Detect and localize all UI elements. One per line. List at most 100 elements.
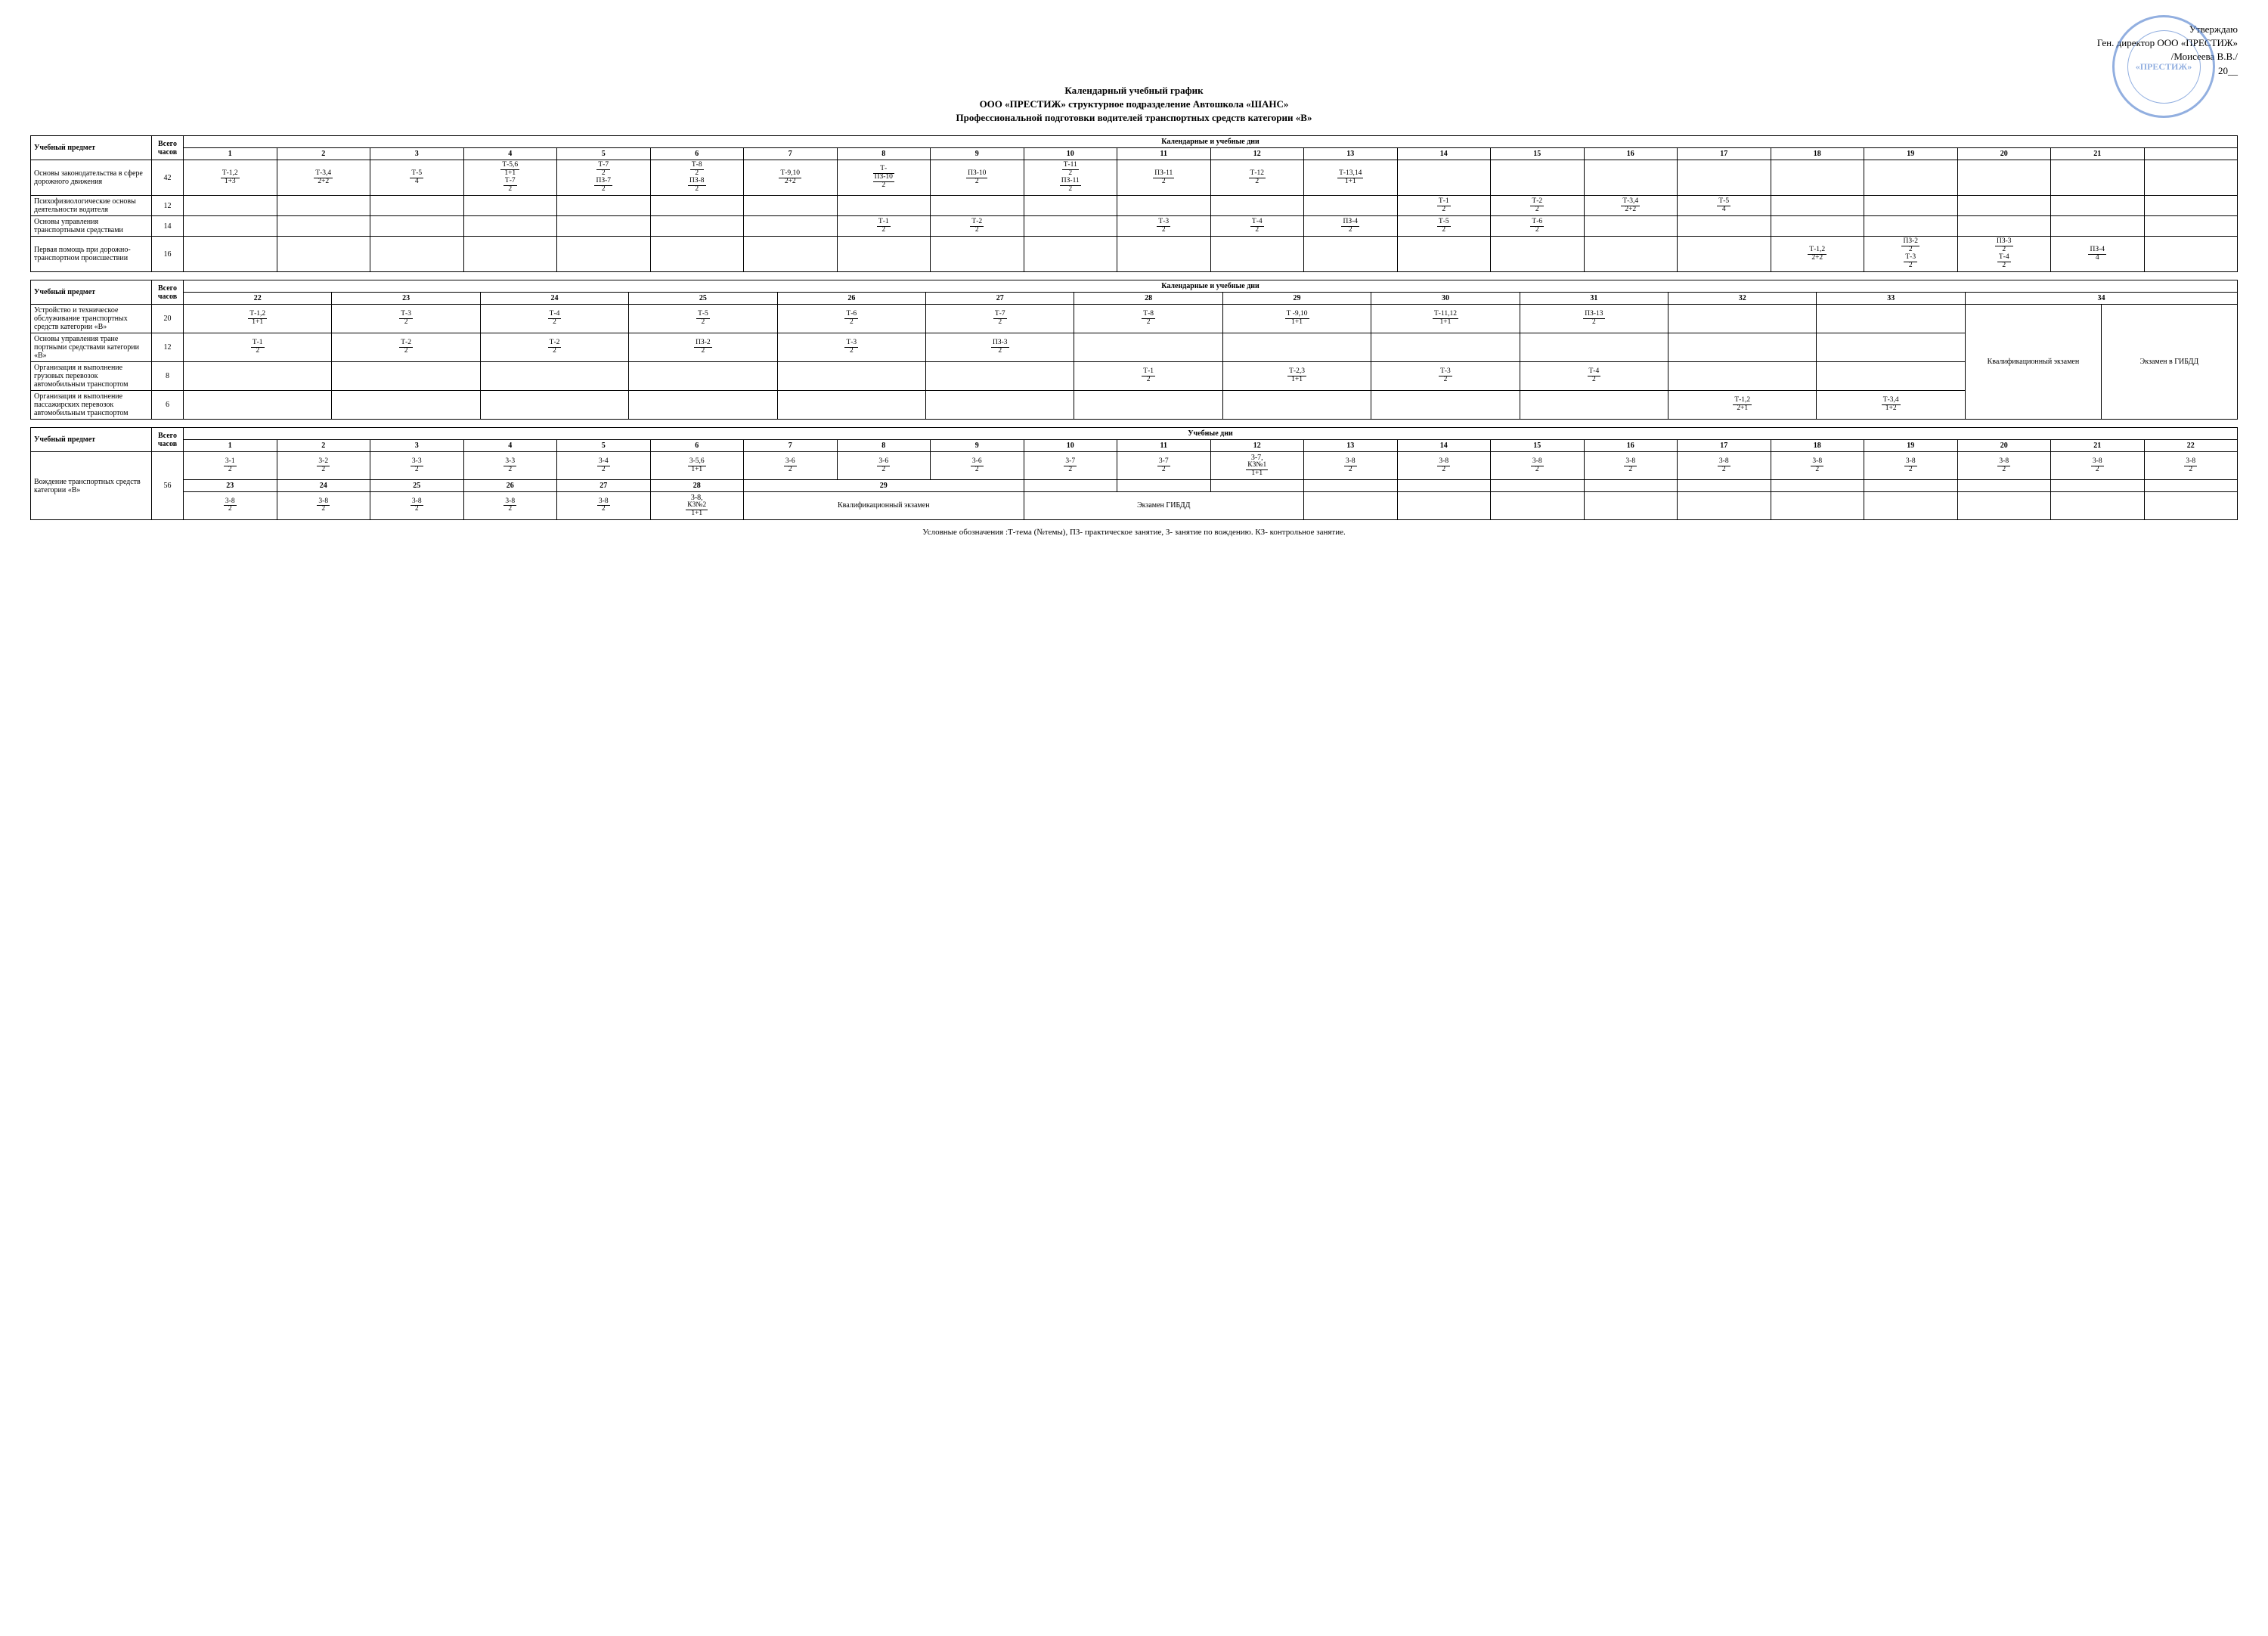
hours-cell: 12 [152, 196, 184, 216]
schedule-cell [1668, 305, 1817, 333]
schedule-cell: 3-72 [1024, 452, 1117, 480]
subject-cell: Организация и выполнение пассажирских пе… [31, 391, 152, 420]
schedule-cell [931, 237, 1024, 272]
schedule-cell [1304, 196, 1398, 216]
schedule-cell [1304, 492, 1398, 520]
schedule-cell: Т-13,141+1 [1304, 160, 1398, 196]
approval-line: Утверждаю [30, 23, 2238, 36]
schedule-cell [1210, 237, 1304, 272]
day-number: 3 [370, 148, 464, 160]
schedule-table-2: Учебный предмет Всего часов Календарные … [30, 280, 2238, 420]
day-number: 11 [1117, 440, 1211, 452]
day-number: 26 [463, 480, 557, 492]
schedule-cell [837, 237, 931, 272]
schedule-cell [480, 391, 628, 420]
day-number: 8 [837, 440, 931, 452]
schedule-cell [1584, 237, 1678, 272]
schedule-cell: ПЗ-22 [629, 333, 777, 362]
qual-exam-cell: Квалификационный экзамен [1965, 305, 2101, 420]
schedule-cell: 3-82 [1397, 452, 1491, 480]
schedule-cell [1678, 216, 1771, 237]
day-number: 30 [1371, 293, 1520, 305]
schedule-cell [184, 216, 277, 237]
hours-cell: 14 [152, 216, 184, 237]
schedule-cell: 3-82 [557, 492, 651, 520]
hours-cell: 12 [152, 333, 184, 362]
schedule-cell: ПЗ-22Т-32 [1864, 237, 1958, 272]
col-hours: Всего часов [152, 280, 184, 305]
schedule-cell: Т-112ПЗ-112 [1024, 160, 1117, 196]
schedule-cell [1024, 196, 1117, 216]
day-number: 15 [1491, 440, 1585, 452]
col-subject: Учебный предмет [31, 428, 152, 452]
schedule-cell [2144, 216, 2238, 237]
schedule-cell [777, 391, 925, 420]
day-number: 24 [277, 480, 370, 492]
schedule-cell: Т-3,42+2 [1584, 196, 1678, 216]
schedule-cell: 3-7,КЗ№11+1 [1210, 452, 1304, 480]
day-number: 22 [184, 293, 332, 305]
schedule-cell: 3-82 [2144, 452, 2238, 480]
day-number: 17 [1678, 440, 1771, 452]
day-number: 17 [1678, 148, 1771, 160]
day-number [1864, 480, 1958, 492]
day-number [2144, 480, 2238, 492]
schedule-cell [184, 391, 332, 420]
schedule-cell [2144, 237, 2238, 272]
schedule-cell [837, 196, 931, 216]
col-hours: Всего часов [152, 136, 184, 160]
schedule-cell: Т-42 [1210, 216, 1304, 237]
schedule-cell [1817, 305, 1965, 333]
schedule-cell: ПЗ-132 [1520, 305, 1668, 333]
schedule-cell [1817, 362, 1965, 391]
schedule-cell: 3-62 [744, 452, 838, 480]
day-number: 19 [1864, 148, 1958, 160]
schedule-table-1: Учебный предмет Всего часов Календарные … [30, 135, 2238, 272]
schedule-cell: Т-5,61+1Т-72 [463, 160, 557, 196]
schedule-cell [2144, 160, 2238, 196]
schedule-cell [1371, 333, 1520, 362]
schedule-cell: Т-62 [777, 305, 925, 333]
subject-cell: Психофизиологические основы деятельности… [31, 196, 152, 216]
schedule-cell: Т -9,101+1 [1222, 305, 1371, 333]
day-number: 9 [931, 148, 1024, 160]
schedule-cell [1678, 160, 1771, 196]
day-number: 27 [926, 293, 1074, 305]
schedule-cell: Т-32 [1117, 216, 1211, 237]
schedule-cell [1864, 216, 1958, 237]
schedule-cell [1957, 492, 2051, 520]
schedule-cell [926, 362, 1074, 391]
schedule-cell [1771, 160, 1864, 196]
schedule-cell [1304, 237, 1398, 272]
schedule-cell [629, 391, 777, 420]
day-number: 3 [370, 440, 464, 452]
schedule-cell: ПЗ-32Т-42 [1957, 237, 2051, 272]
schedule-cell: 3-82 [1678, 452, 1771, 480]
day-number [1584, 480, 1678, 492]
day-number: 11 [1117, 148, 1211, 160]
schedule-cell: 3-8,КЗ№21+1 [650, 492, 744, 520]
schedule-cell [1678, 237, 1771, 272]
day-number: 33 [1817, 293, 1965, 305]
schedule-cell: Т-1,22+1 [1668, 391, 1817, 420]
col-hours: Всего часов [152, 428, 184, 452]
schedule-cell: 3-62 [931, 452, 1024, 480]
schedule-cell: Т-52 [629, 305, 777, 333]
day-number: 14 [1397, 148, 1491, 160]
schedule-cell [1957, 160, 2051, 196]
schedule-cell [1771, 196, 1864, 216]
schedule-cell [1397, 237, 1491, 272]
schedule-cell [557, 196, 651, 216]
day-number: 34 [1965, 293, 2237, 305]
schedule-cell [1864, 196, 1958, 216]
schedule-cell [1397, 492, 1491, 520]
schedule-cell: 3-82 [1864, 452, 1958, 480]
schedule-cell [2051, 160, 2145, 196]
col-subject: Учебный предмет [31, 280, 152, 305]
hours-cell: 8 [152, 362, 184, 391]
title-line: ООО «ПРЕСТИЖ» структурное подразделение … [30, 98, 2238, 111]
day-number: 2 [277, 440, 370, 452]
schedule-cell: Т-22 [332, 333, 480, 362]
hours-cell: 20 [152, 305, 184, 333]
day-number: 12 [1210, 440, 1304, 452]
